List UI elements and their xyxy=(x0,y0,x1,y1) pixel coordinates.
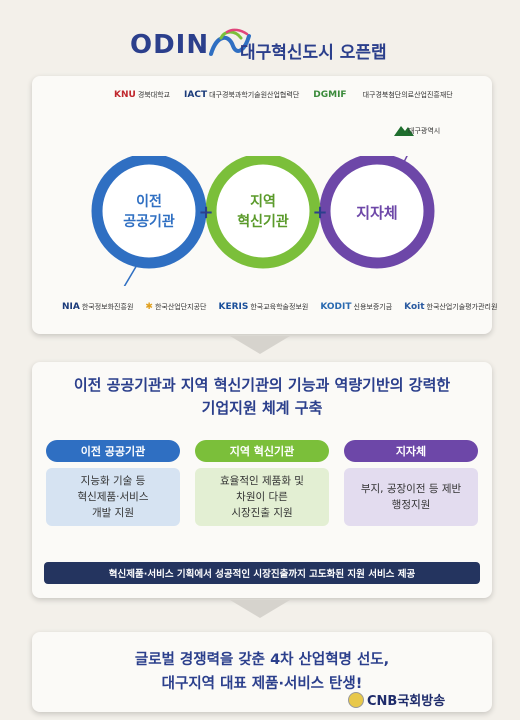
top-logo-1: IACT 대구경북과학기술원산업협력단 xyxy=(184,90,299,100)
top-logo-2: DGMIF xyxy=(313,90,348,100)
support-system-panel: 이전 공공기관과 지역 혁신기관의 기능과 역량기반의 강력한 기업지원 체계 … xyxy=(32,362,492,598)
column-innovation-inst: 지역 혁신기관 효율적인 제품화 및 차원이 다른 시장진출 지원 xyxy=(195,440,329,526)
outcome-text: 글로벌 경쟁력을 갖춘 4차 산업혁명 선도, 대구지역 대표 제품·서비스 탄… xyxy=(134,652,390,692)
circle-label-1a: 이전 xyxy=(136,193,162,210)
top-logo-0: KNU 경북대학교 xyxy=(114,90,170,100)
bottom-logo-4: Koit 한국산업기술평가관리원 xyxy=(404,302,497,312)
circle-public-inst xyxy=(91,156,207,269)
org-mark: KODIT xyxy=(320,302,352,312)
support-service-bar: 혁신제품·서비스 기획에서 성공적인 시장진출까지 고도화된 지원 서비스 제공 xyxy=(44,562,480,584)
header: ODIN 대구혁신도시 오픈랩 xyxy=(0,18,520,68)
org-mark: IACT xyxy=(184,90,208,100)
bottom-logo-3: KODIT 신용보증기금 xyxy=(320,302,392,312)
odin-logo: ODIN xyxy=(130,28,252,62)
column-public-inst: 이전 공공기관 지능화 기술 등 혁신제품·서비스 개발 지원 xyxy=(46,440,180,526)
collaboration-diagram: 이전 공공기관 지역 혁신기관 지자체 + + xyxy=(91,156,435,286)
circle-label-2b: 혁신기관 xyxy=(237,213,289,230)
circle-label-1b: 공공기관 xyxy=(123,213,175,230)
column-head: 지자체 xyxy=(344,440,478,462)
odin-swoosh-icon xyxy=(209,28,252,56)
org-name: 신용보증기금 xyxy=(353,303,393,311)
bottom-logo-1: ✱ 한국산업단지공단 xyxy=(145,302,206,312)
daegu-city-label: 대구광역시 xyxy=(408,127,441,135)
org-name: 한국교육학술정보원 xyxy=(250,303,309,311)
top-logo-row: KNU 경북대학교 IACT 대구경북과학기술원산업협력단 DGMIF 대구경북첨단의료산… xyxy=(114,90,453,100)
partner-panel: KNU 경북대학교 IACT 대구경북과학기술원산업협력단 DGMIF 대구경북첨단의료산… xyxy=(32,76,497,334)
org-name: 대구경북과학기술원산업협력단 xyxy=(209,91,300,99)
org-mark: Koit xyxy=(404,302,425,312)
column-body: 부지, 공장이전 등 제반 행정지원 xyxy=(344,468,478,526)
bottom-logo-0: NIA 한국정보화진흥원 xyxy=(62,302,133,312)
page-title: 대구혁신도시 오픈랩 xyxy=(240,43,387,63)
down-arrow-1 xyxy=(230,336,290,354)
plus-icon-2: + xyxy=(312,202,327,223)
bottom-logo-row: NIA 한국정보화진흥원 ✱ 한국산업단지공단 KERIS 한국교육학술정보원 KODIT 신… xyxy=(62,302,497,312)
support-system-title: 이전 공공기관과 지역 혁신기관의 기능과 역량기반의 강력한 기업지원 체계 … xyxy=(73,376,451,417)
column-head: 지역 혁신기관 xyxy=(195,440,329,462)
broadcaster-logo-icon xyxy=(348,691,364,708)
org-mark: ✱ xyxy=(145,302,153,312)
org-name: 한국산업기술평가관리원 xyxy=(426,303,498,311)
circle-label-3: 지자체 xyxy=(356,204,397,222)
circle-innovation-inst xyxy=(205,156,321,269)
org-name: 대구경북첨단의료산업진흥재단 xyxy=(362,91,453,99)
circle-label-2a: 지역 xyxy=(250,193,276,210)
column-head: 이전 공공기관 xyxy=(46,440,180,462)
top-logo-3: 대구경북첨단의료산업진흥재단 xyxy=(363,90,453,100)
circle-local-gov xyxy=(319,156,435,269)
down-arrow-2 xyxy=(230,600,290,618)
org-mark: KNU xyxy=(114,90,136,100)
org-mark: KERIS xyxy=(218,302,249,312)
column-body: 지능화 기술 등 혁신제품·서비스 개발 지원 xyxy=(46,468,180,526)
bottom-logo-2: KERIS 한국교육학술정보원 xyxy=(218,302,308,312)
org-mark: DGMIF xyxy=(313,90,347,100)
org-mark: NIA xyxy=(62,302,80,312)
column-body: 효율적인 제품화 및 차원이 다른 시장진출 지원 xyxy=(195,468,329,526)
daegu-city-logo: 대구광역시 xyxy=(394,124,440,136)
plus-icon-1: + xyxy=(198,202,213,223)
org-name: 한국정보화진흥원 xyxy=(81,303,134,311)
outcome-panel: 글로벌 경쟁력을 갖춘 4차 산업혁명 선도, 대구지역 대표 제품·서비스 탄… xyxy=(32,632,492,712)
mountain-icon xyxy=(394,126,414,136)
broadcaster-watermark: CNB국회방송 xyxy=(348,690,445,709)
org-name: 한국산업단지공단 xyxy=(154,303,207,311)
odin-logo-text: ODIN xyxy=(130,30,210,60)
column-local-gov: 지자체 부지, 공장이전 등 제반 행정지원 xyxy=(344,440,478,526)
org-name: 경북대학교 xyxy=(137,91,171,99)
broadcaster-name: CNB국회방송 xyxy=(367,694,446,709)
